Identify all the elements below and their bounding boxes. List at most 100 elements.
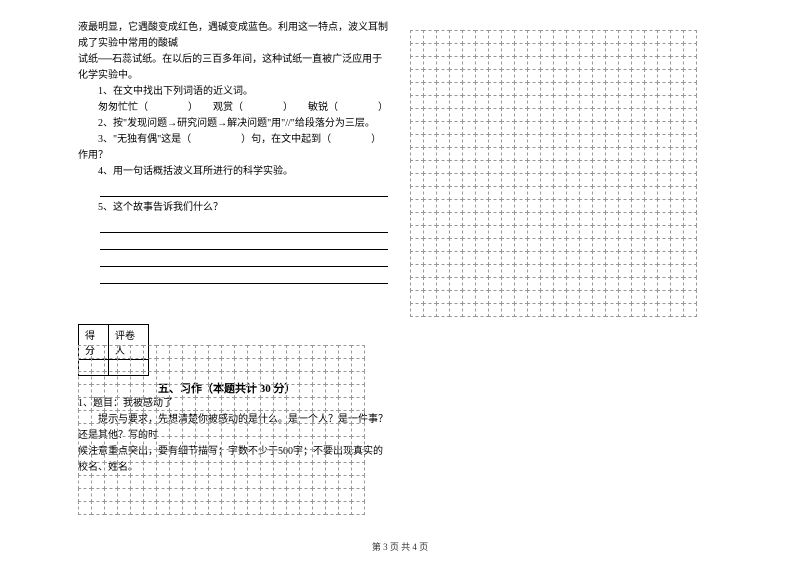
grid-cell [169,462,183,476]
grid-cell [143,345,157,359]
grid-cell [423,160,437,174]
grid-row [78,384,388,397]
grid-cell [91,410,105,424]
grid-cell [91,488,105,502]
grid-cell [312,384,326,398]
grid-cell [670,290,684,304]
grid-cell [182,475,196,489]
grid-cell [130,501,144,515]
grid-cell [449,173,463,187]
grid-cell [579,238,593,252]
grid-cell [592,199,606,213]
grid-cell [410,121,424,135]
grid-cell [670,212,684,226]
grid-cell [449,147,463,161]
grid-cell [618,108,632,122]
grid-cell [475,134,489,148]
grid-cell [592,43,606,57]
grid-cell [475,277,489,291]
grid-cell [338,462,352,476]
grid-cell [221,371,235,385]
grid-cell [618,264,632,278]
grid-cell [410,43,424,57]
grid-cell [143,410,157,424]
grid-cell [195,462,209,476]
grid-cell [156,475,170,489]
grid-cell [488,290,502,304]
grid-cell [273,358,287,372]
grid-cell [247,410,261,424]
grid-cell [143,501,157,515]
grid-cell [670,147,684,161]
grid-cell [683,212,697,226]
grid-cell [436,108,450,122]
grid-cell [260,475,274,489]
grid-cell [501,238,515,252]
q2: 2、按"发现问题→研究问题→解决问题"用"//"给段落分为三层。 [78,116,388,132]
grid-cell [91,462,105,476]
grid-cell [579,30,593,44]
grid-cell [234,462,248,476]
grid-cell [475,225,489,239]
grid-row [410,173,720,186]
grid-cell [488,238,502,252]
grid-cell [351,384,365,398]
grid-cell [475,69,489,83]
grid-cell [273,436,287,450]
grid-cell [462,160,476,174]
grid-cell [514,225,528,239]
grid-cell [436,225,450,239]
grid-row [410,199,720,212]
grid-cell [449,186,463,200]
grid-cell [579,43,593,57]
grid-cell [514,147,528,161]
grid-cell [631,95,645,109]
grid-cell [234,475,248,489]
grid-cell [488,30,502,44]
grid-cell [299,397,313,411]
grid-cell [436,82,450,96]
grid-row [410,225,720,238]
grid-cell [286,410,300,424]
grid-cell [553,147,567,161]
grid-cell [260,358,274,372]
grid-cell [527,95,541,109]
grid-cell [540,56,554,70]
grid-cell [117,410,131,424]
grid-cell [462,134,476,148]
grid-cell [449,303,463,317]
grid-cell [104,449,118,463]
grid-cell [221,358,235,372]
grid-cell [488,134,502,148]
grid-cell [325,371,339,385]
grid-cell [527,82,541,96]
grid-cell [631,30,645,44]
grid-cell [631,290,645,304]
grid-cell [618,290,632,304]
grid-cell [234,449,248,463]
grid-cell [657,147,671,161]
grid-cell [325,488,339,502]
grid-cell [299,410,313,424]
grid-cell [605,199,619,213]
grid-cell [657,199,671,213]
grid-cell [514,212,528,226]
grid-cell [449,160,463,174]
grid-cell [117,423,131,437]
grid-cell [273,501,287,515]
grid-cell [78,371,92,385]
grid-cell [423,264,437,278]
grid-cell [644,56,658,70]
grid-cell [208,358,222,372]
grid-cell [618,225,632,239]
grid-cell [247,501,261,515]
grid-cell [592,173,606,187]
grid-cell [566,82,580,96]
grid-cell [78,397,92,411]
grid-cell [631,173,645,187]
grid-cell [683,199,697,213]
grid-cell [410,95,424,109]
grid-cell [208,475,222,489]
grid-cell [208,345,222,359]
grid-cell [410,238,424,252]
